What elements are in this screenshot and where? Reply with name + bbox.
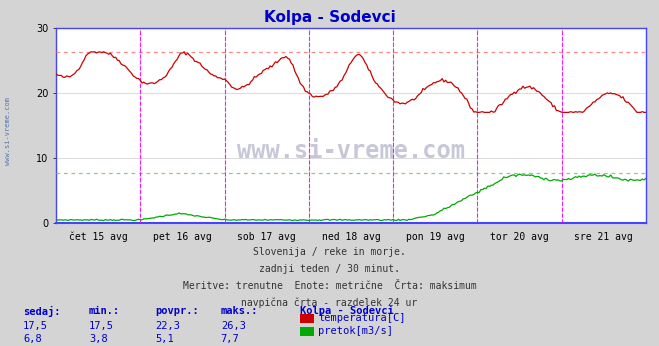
Text: čet 15 avg: čet 15 avg [69, 232, 128, 242]
Text: zadnji teden / 30 minut.: zadnji teden / 30 minut. [259, 264, 400, 274]
Text: sre 21 avg: sre 21 avg [574, 232, 633, 242]
Text: ned 18 avg: ned 18 avg [322, 232, 380, 242]
Text: Slovenija / reke in morje.: Slovenija / reke in morje. [253, 247, 406, 257]
Text: sob 17 avg: sob 17 avg [237, 232, 296, 242]
Text: sedaj:: sedaj: [23, 306, 61, 317]
Text: 6,8: 6,8 [23, 334, 42, 344]
Text: Kolpa - Sodevci: Kolpa - Sodevci [300, 306, 393, 316]
Text: 17,5: 17,5 [23, 321, 48, 331]
Text: 3,8: 3,8 [89, 334, 107, 344]
Text: navpična črta - razdelek 24 ur: navpična črta - razdelek 24 ur [241, 297, 418, 308]
Text: 5,1: 5,1 [155, 334, 173, 344]
Text: pretok[m3/s]: pretok[m3/s] [318, 326, 393, 336]
Text: tor 20 avg: tor 20 avg [490, 232, 549, 242]
Text: Kolpa - Sodevci: Kolpa - Sodevci [264, 10, 395, 25]
Text: www.si-vreme.com: www.si-vreme.com [237, 139, 465, 164]
Text: pon 19 avg: pon 19 avg [406, 232, 465, 242]
Text: min.:: min.: [89, 306, 120, 316]
Text: 26,3: 26,3 [221, 321, 246, 331]
Text: povpr.:: povpr.: [155, 306, 198, 316]
Text: temperatura[C]: temperatura[C] [318, 313, 406, 323]
Text: 17,5: 17,5 [89, 321, 114, 331]
Text: 22,3: 22,3 [155, 321, 180, 331]
Text: pet 16 avg: pet 16 avg [153, 232, 212, 242]
Text: Meritve: trenutne  Enote: metrične  Črta: maksimum: Meritve: trenutne Enote: metrične Črta: … [183, 281, 476, 291]
Text: maks.:: maks.: [221, 306, 258, 316]
Text: www.si-vreme.com: www.si-vreme.com [5, 98, 11, 165]
Text: 7,7: 7,7 [221, 334, 239, 344]
